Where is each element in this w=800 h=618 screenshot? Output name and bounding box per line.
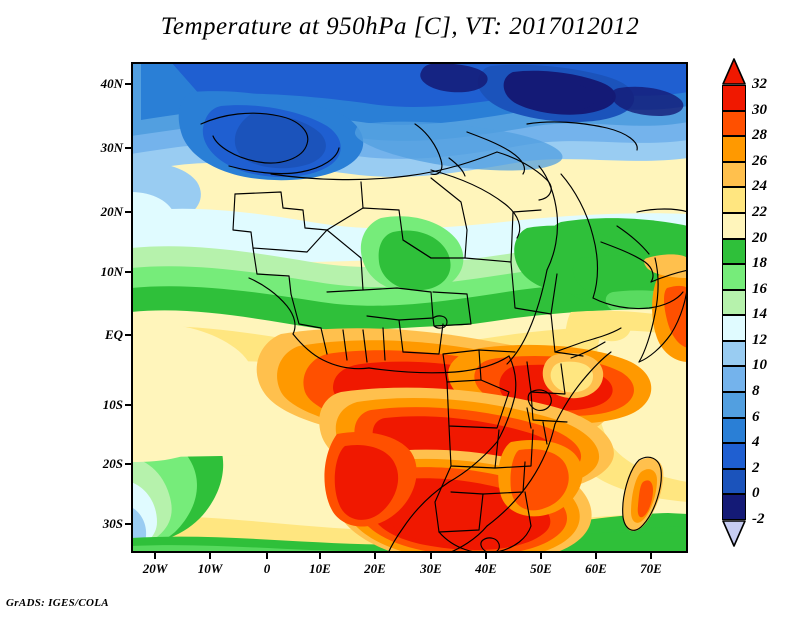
colorbar-band <box>722 417 746 444</box>
page-title: Temperature at 950hPa [C], VT: 201701201… <box>160 13 640 40</box>
colorbar-under-arrow <box>722 520 746 547</box>
colorbar-tick-label: 8 <box>752 383 760 400</box>
colorbar-band <box>722 136 746 162</box>
attribution-footer: GrADS: IGES/COLA <box>6 597 109 609</box>
colorbar-band <box>722 110 746 137</box>
colorbar-tick-label: 18 <box>752 255 767 272</box>
x-tick-label-20E: 20E <box>364 561 386 576</box>
colorbar-tick-label: 2 <box>752 459 760 476</box>
colorbar-tick-label: 32 <box>752 76 767 92</box>
colorbar-band <box>722 315 746 341</box>
y-tick-mark-30N <box>125 147 131 149</box>
x-tick-mark-10W <box>209 553 211 559</box>
x-tick-mark-10E <box>319 553 321 559</box>
colorbar-tick-label: 24 <box>752 178 767 195</box>
x-tick-label-60E: 60E <box>585 561 607 576</box>
y-tick-label-20S: 20S <box>102 456 123 471</box>
y-tick-mark-20N <box>125 211 131 213</box>
y-tick-label-10S: 10S <box>102 397 123 412</box>
colorbar-band <box>722 238 746 265</box>
y-tick-mark-EQ <box>125 334 131 336</box>
x-tick-mark-70E <box>650 553 652 559</box>
y-tick-label-30N: 30N <box>100 140 123 155</box>
x-tick-mark-50E <box>540 553 542 559</box>
y-tick-label-20N: 20N <box>100 204 123 219</box>
y-tick-label-40N: 40N <box>100 76 123 91</box>
x-tick-label-70E: 70E <box>640 561 662 576</box>
colorbar-tick-label: 16 <box>752 280 767 297</box>
y-tick-mark-10S <box>125 404 131 406</box>
colorbar-band <box>722 392 746 418</box>
colorbar-tick-label: 30 <box>752 101 767 118</box>
temperature-field <box>131 62 688 553</box>
colorbar-band <box>722 340 746 367</box>
colorbar-tick-label: 4 <box>752 434 760 451</box>
x-tick-mark-40E <box>485 553 487 559</box>
colorbar-band <box>722 468 746 495</box>
x-tick-mark-60E <box>595 553 597 559</box>
colorbar-tick-label: 26 <box>752 152 767 169</box>
x-tick-label-50E: 50E <box>530 561 552 576</box>
colorbar-band <box>722 187 746 213</box>
colorbar-tick-label: 10 <box>752 357 767 374</box>
x-tick-label-40E: 40E <box>475 561 497 576</box>
y-tick-label-30S: 30S <box>102 516 123 531</box>
colorbar-band <box>722 443 746 469</box>
x-tick-mark-30E <box>430 553 432 559</box>
x-tick-label-20W: 20W <box>142 561 168 576</box>
x-tick-label-10E: 10E <box>309 561 331 576</box>
x-tick-label-30E: 30E <box>420 561 442 576</box>
colorbar-band <box>722 161 746 188</box>
y-tick-mark-20S <box>125 463 131 465</box>
colorbar-over-arrow <box>722 58 746 85</box>
y-tick-label-EQ: EQ <box>104 327 123 342</box>
y-tick-mark-10N <box>125 271 131 273</box>
x-tick-mark-20E <box>374 553 376 559</box>
x-tick-mark-0 <box>266 553 268 559</box>
colorbar-tick-label: 12 <box>752 331 767 348</box>
colorbar-band <box>722 494 746 520</box>
colorbar-tick-label: 22 <box>752 203 767 220</box>
map-plot-area <box>131 62 688 553</box>
colorbar-tick-label: 6 <box>752 408 760 425</box>
colorbar-band <box>722 289 746 316</box>
y-tick-label-10N: 10N <box>100 264 123 279</box>
x-tick-label-0: 0 <box>263 561 271 576</box>
colorbar-tick-label: 0 <box>752 485 760 502</box>
plot-frame <box>131 62 688 553</box>
y-tick-mark-40N <box>125 83 131 85</box>
x-tick-mark-20W <box>154 553 156 559</box>
colorbar-band <box>722 366 746 393</box>
x-tick-label-10W: 10W <box>197 561 223 576</box>
colorbar-band <box>722 212 746 239</box>
colorbar-cells <box>722 85 746 520</box>
colorbar-tick-label: 28 <box>752 127 767 144</box>
colorbar-tick-label: 20 <box>752 229 767 246</box>
colorbar-tick-label: -2 <box>752 511 765 527</box>
y-tick-mark-30S <box>125 523 131 525</box>
colorbar-band <box>722 85 746 111</box>
colorbar-tick-label: 14 <box>752 306 767 323</box>
colorbar-band <box>722 264 746 290</box>
